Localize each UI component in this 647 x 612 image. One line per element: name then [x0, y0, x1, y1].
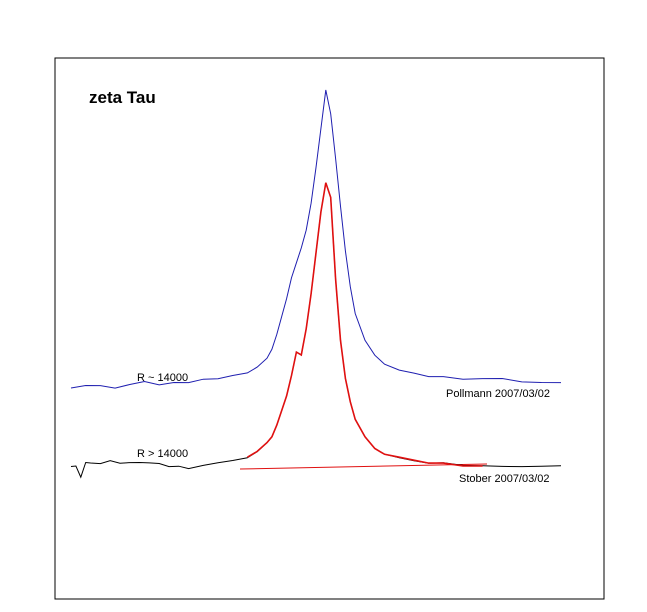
chart-title: zeta Tau: [89, 88, 156, 107]
upper-spectrum-line: [70, 89, 562, 389]
series-layer: [70, 89, 562, 479]
plot-frame: [54, 57, 605, 600]
upper-observer-label: Pollmann 2007/03/02: [446, 388, 550, 400]
upper-resolution-label: R ~ 14000: [137, 372, 188, 384]
lower-resolution-label: R > 14000: [137, 448, 188, 460]
lower-observer-label: Stober 2007/03/02: [459, 473, 550, 485]
lower-emission-highlight: [246, 182, 483, 467]
emission-baseline: [239, 463, 488, 470]
